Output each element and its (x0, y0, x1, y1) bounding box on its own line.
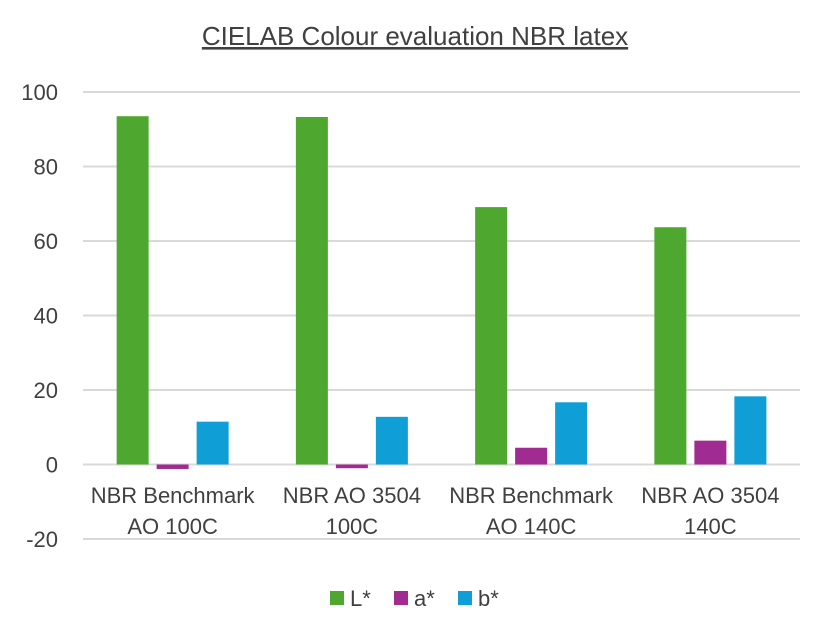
x-category-label: NBR AO 3504 (641, 483, 779, 508)
y-axis-ticks: 100 80 60 40 20 0 -20 (21, 80, 58, 552)
bar-a-3 (515, 447, 548, 465)
x-category-label: 100C (326, 514, 379, 539)
y-tick-label: 60 (34, 229, 58, 254)
gridlines (83, 91, 800, 540)
x-category-label: AO 100C (127, 514, 218, 539)
legend-swatch (458, 591, 472, 605)
y-tick-label: 20 (34, 378, 58, 403)
bar-L-1 (116, 116, 149, 465)
x-category-label: 140C (684, 514, 737, 539)
legend: L* a* b* (330, 586, 499, 611)
y-tick-label: -20 (26, 527, 58, 552)
x-axis-categories: NBR Benchmark AO 100C NBR AO 3504 100C NBR B… (91, 483, 780, 539)
y-tick-label: 40 (34, 304, 58, 329)
bar-L-3 (475, 207, 508, 465)
bar-a-1 (156, 464, 189, 469)
legend-label: b* (478, 586, 499, 611)
bar-L-2 (295, 116, 328, 465)
bar-a-4 (694, 440, 727, 465)
y-tick-label: 100 (21, 80, 58, 105)
y-tick-label: 80 (34, 155, 58, 180)
bar-b-2 (375, 416, 408, 465)
bar-a-2 (335, 464, 368, 469)
y-tick-label: 0 (46, 453, 58, 478)
x-category-label: NBR Benchmark (91, 483, 256, 508)
x-category-label: NBR Benchmark (449, 483, 614, 508)
legend-label: a* (414, 586, 435, 611)
x-category-label: AO 140C (486, 514, 577, 539)
bar-b-1 (196, 421, 229, 465)
legend-swatch (394, 591, 408, 605)
bar-b-4 (734, 396, 767, 465)
bar-b-3 (555, 402, 588, 465)
bar-L-4 (654, 227, 687, 465)
legend-swatch (330, 591, 344, 605)
legend-label: L* (350, 586, 371, 611)
chart-title: CIELAB Colour evaluation NBR latex (202, 21, 628, 51)
bars (116, 116, 767, 469)
x-category-label: NBR AO 3504 (283, 483, 421, 508)
